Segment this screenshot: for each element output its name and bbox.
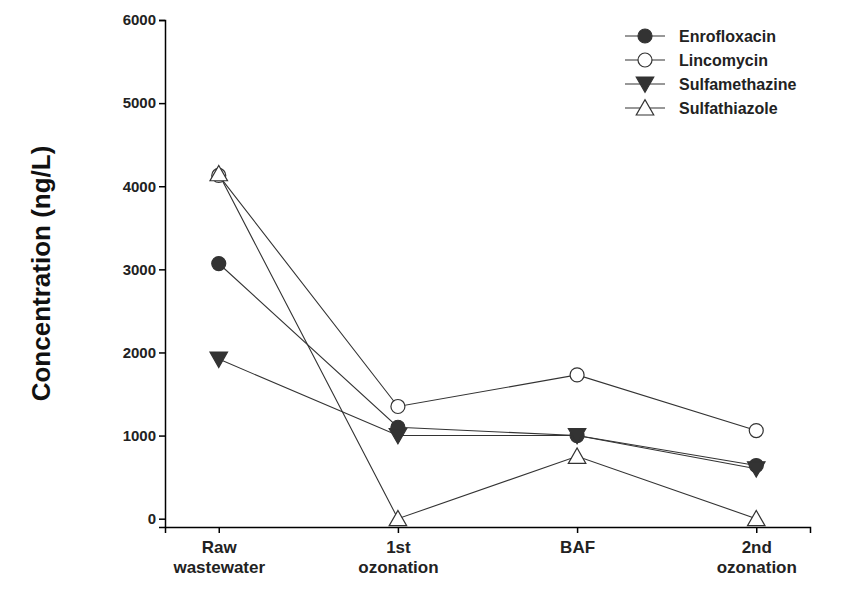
y-tick-label: 4000 <box>123 178 156 195</box>
legend-marker <box>636 77 654 92</box>
y-tick: 5000 <box>123 94 165 111</box>
series-marker <box>748 462 766 477</box>
series-marker <box>210 352 228 367</box>
x-tick-label: BAF <box>560 538 595 557</box>
legend-marker <box>638 29 652 43</box>
y-tick: 6000 <box>123 11 165 28</box>
x-tick-mark <box>577 527 579 533</box>
x-tick-mark <box>398 527 400 533</box>
series-line <box>219 174 757 519</box>
legend-marker <box>638 53 652 67</box>
y-tick: 3000 <box>123 261 165 278</box>
x-tick-mark <box>219 527 221 533</box>
series-line <box>219 175 757 430</box>
series-marker <box>749 424 763 438</box>
y-tick-mark <box>159 103 165 105</box>
x-axis-line <box>166 528 811 534</box>
x-tick-label: 2ndozonation <box>717 538 797 577</box>
x-tick-mark <box>756 527 758 533</box>
y-tick: 1000 <box>123 427 165 444</box>
x-tick: Rawwastewater <box>172 527 265 577</box>
chart: 0 1000 2000 3000 4000 5000 6000 Rawwastewater 1s… <box>0 0 857 609</box>
series-marker <box>391 399 405 413</box>
plot-area <box>210 165 765 525</box>
legend: Enrofloxacin Lincomycin Sulfamethazine Sulf… <box>625 28 796 117</box>
y-tick-label: 6000 <box>123 11 156 28</box>
y-tick: 2000 <box>123 344 165 361</box>
y-axis: 0 1000 2000 3000 4000 5000 6000 <box>123 11 166 527</box>
legend-marker <box>636 100 654 115</box>
x-tick: BAF <box>560 527 595 557</box>
y-tick-mark <box>159 352 165 354</box>
series-marker <box>389 510 407 525</box>
series-marker <box>210 165 228 180</box>
series-marker <box>748 510 766 525</box>
y-tick-label: 2000 <box>123 344 156 361</box>
x-axis: Rawwastewater 1stozonation BAF 2ndozonation <box>166 527 811 577</box>
series-marker <box>212 257 226 271</box>
x-tick: 2ndozonation <box>717 527 797 577</box>
series-marker <box>568 448 586 463</box>
y-tick: 0 <box>148 510 165 527</box>
y-tick-mark <box>159 269 165 271</box>
y-tick-label: 5000 <box>123 94 156 111</box>
series-marker <box>568 429 586 444</box>
y-tick-label: 1000 <box>123 427 156 444</box>
y-tick-label: 3000 <box>123 261 156 278</box>
x-tick-label: 1stozonation <box>358 538 438 577</box>
legend-label: Lincomycin <box>679 52 768 69</box>
series-marker <box>570 368 584 382</box>
legend-label: Sulfathiazole <box>679 100 778 117</box>
x-tick-label: Rawwastewater <box>172 538 265 577</box>
legend-label: Enrofloxacin <box>679 28 776 45</box>
legend-label: Sulfamethazine <box>679 76 796 93</box>
y-axis-title: Concentration (ng/L) <box>26 146 56 402</box>
y-tick-mark <box>159 20 165 22</box>
y-tick-mark <box>159 518 165 520</box>
series-marker <box>389 429 407 444</box>
y-axis-line <box>159 21 166 528</box>
y-tick-mark <box>159 435 165 437</box>
series-line <box>219 359 757 469</box>
y-tick-mark <box>159 186 165 188</box>
y-tick-label: 0 <box>148 510 156 527</box>
y-tick: 4000 <box>123 178 165 195</box>
x-tick: 1stozonation <box>358 527 438 577</box>
